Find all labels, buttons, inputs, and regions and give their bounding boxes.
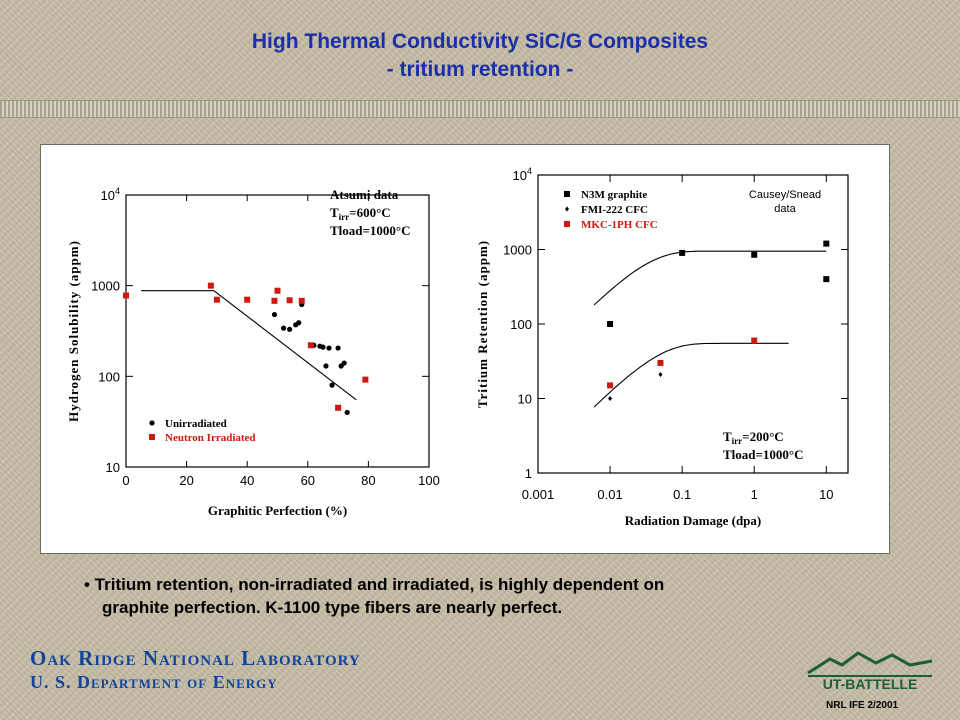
bullet-text: • Tritium retention, non-irradiated and … bbox=[84, 573, 904, 619]
chart1-x-tick-label: 80 bbox=[361, 473, 375, 488]
title-line-1: High Thermal Conductivity SiC/G Composit… bbox=[251, 30, 709, 53]
chart1-point-irradiated bbox=[271, 297, 278, 304]
chart1-y-tick-label: 1000 bbox=[91, 279, 120, 294]
chart2-y-tick-label: 1 bbox=[525, 466, 532, 481]
chart1-legend-label: Neutron Irradiated bbox=[165, 432, 256, 444]
chart2-annotation-source: Causey/Snead bbox=[749, 189, 821, 201]
chart2-point-n3m bbox=[607, 321, 614, 327]
chart1-y-tick-label: 10 bbox=[106, 460, 120, 475]
chart1-fit-line bbox=[141, 290, 357, 401]
chart2-point-n3m bbox=[679, 249, 686, 256]
chart2-fit-curve-upper bbox=[593, 250, 827, 306]
chart1-x-tick-label: 60 bbox=[301, 473, 315, 488]
chart1-y-tick-label: 104 bbox=[101, 186, 120, 203]
org-line-1: Oak Ridge National Laboratory bbox=[30, 646, 361, 670]
chart1-frame bbox=[125, 194, 430, 468]
chart1-point-unirradiated bbox=[344, 409, 350, 416]
slide-title: High Thermal Conductivity SiC/G Composit… bbox=[0, 28, 960, 84]
chart1-point-irradiated bbox=[335, 404, 342, 411]
chart1-legend-label: Unirradiated bbox=[165, 418, 227, 430]
chart1-point-irradiated bbox=[307, 342, 314, 349]
chart1-point-irradiated bbox=[298, 297, 305, 304]
chart1-point-irradiated bbox=[286, 297, 293, 304]
chart2-y-tick-label: 100 bbox=[510, 317, 532, 332]
chart2-legend-label: FMI-222 CFC bbox=[581, 204, 648, 216]
logo-text: UT-BATTELLE bbox=[823, 676, 918, 691]
chart1-point-unirradiated bbox=[271, 311, 278, 318]
title-rule bbox=[0, 100, 960, 118]
chart2-point-fmi222 bbox=[658, 371, 663, 377]
chart-panel: 0 20 40 60 80 100 104 1000 100 10 Graphitic Perfec… bbox=[40, 144, 890, 554]
chart2-x-tick-label: 0.001 bbox=[522, 487, 555, 502]
chart2-legend-marker bbox=[564, 191, 570, 197]
chart1-point-unirradiated bbox=[335, 345, 341, 351]
chart1-point-unirradiated bbox=[323, 363, 329, 369]
chart1-legend-marker bbox=[149, 420, 155, 426]
chart2-point-mkc1ph bbox=[657, 359, 664, 366]
chart2-y-axis-title: Tritium Retention (appm) bbox=[475, 240, 490, 408]
chart1-y-axis-title: Hydrogen Solubility (appm) bbox=[66, 240, 81, 422]
chart2-point-n3m bbox=[751, 251, 758, 258]
chart2-legend-label: MKC-1PH CFC bbox=[581, 219, 658, 231]
chart1-point-unirradiated bbox=[287, 326, 293, 332]
chart2-legend-marker bbox=[565, 206, 569, 212]
chart2-legend-marker bbox=[564, 221, 570, 227]
chart2-point-mkc1ph bbox=[607, 382, 614, 389]
chart1-point-unirradiated bbox=[280, 325, 287, 331]
chart1-legend-marker bbox=[149, 434, 155, 440]
charts-svg: 0 20 40 60 80 100 104 1000 100 10 Graphitic Perfec… bbox=[66, 166, 849, 528]
org-wordmark: Oak Ridge National Laboratory U. S. Depa… bbox=[30, 646, 361, 694]
chart2-x-tick-label: 0.01 bbox=[597, 487, 622, 502]
logo-bar bbox=[808, 675, 932, 677]
chart1-point-irradiated bbox=[207, 282, 214, 289]
chart2-y-tick-label: 10 bbox=[518, 392, 532, 407]
chart1-point-irradiated bbox=[213, 296, 220, 303]
chart2-fit-curve-lower bbox=[593, 342, 789, 408]
chart2-x-tick-label: 0.1 bbox=[673, 487, 691, 502]
bullet-line-1: • Tritium retention, non-irradiated and … bbox=[84, 575, 665, 594]
chart2-annotation-source-2: data bbox=[774, 203, 796, 215]
chart1-x-tick-label: 40 bbox=[240, 473, 254, 488]
footer-tag: NRL IFE 2/2001 bbox=[826, 700, 899, 711]
chart1-point-irradiated bbox=[274, 287, 281, 294]
chart2-x-tick-label: 10 bbox=[819, 487, 833, 502]
chart1-y-tick-label: 100 bbox=[98, 369, 120, 384]
chart2-point-mkc1ph bbox=[751, 337, 758, 344]
chart1-x-tick-label: 100 bbox=[418, 473, 440, 488]
bullet-line-2: graphite perfection. K-1100 type fibers … bbox=[102, 598, 563, 617]
chart1-point-unirradiated bbox=[329, 382, 335, 388]
chart1-point-unirradiated bbox=[296, 320, 302, 326]
chart1-x-tick-label: 0 bbox=[122, 473, 129, 488]
chart2-y-tick-label: 104 bbox=[513, 166, 532, 183]
mountain-icon bbox=[807, 651, 933, 675]
chart1-point-unirradiated bbox=[326, 345, 332, 351]
chart1-annotation-tload: Tload=1000°C bbox=[330, 223, 411, 238]
chart2-y-tick-label: 1000 bbox=[503, 243, 532, 258]
ut-battelle-logo: UT-BATTELLE bbox=[807, 651, 933, 691]
chart1-annotation-title: Atsumi data bbox=[330, 187, 399, 202]
chart1-annotation-tirr: Tirr=600°C bbox=[330, 205, 391, 222]
chart1-point-unirradiated bbox=[341, 360, 347, 366]
chart2-x-tick-label: 1 bbox=[751, 487, 758, 502]
chart2-x-axis-title: Radiation Damage (dpa) bbox=[625, 513, 762, 528]
chart1-x-axis-title: Graphitic Perfection (%) bbox=[208, 503, 347, 518]
chart1-point-irradiated bbox=[123, 292, 129, 299]
chart1-point-irradiated bbox=[362, 376, 369, 383]
chart2-point-n3m bbox=[823, 276, 830, 283]
chart2-legend-label: N3M graphite bbox=[581, 189, 647, 201]
chart2-annotation-tirr: Tirr=200°C bbox=[723, 429, 784, 446]
chart2-annotation-tload: Tload=1000°C bbox=[723, 447, 804, 462]
org-line-2: U. S. Department of Energy bbox=[30, 672, 278, 692]
chart2-point-fmi222 bbox=[608, 396, 613, 401]
title-line-2: - tritium retention - bbox=[386, 58, 574, 81]
chart2-point-n3m bbox=[823, 240, 830, 247]
chart1-x-tick-label: 20 bbox=[179, 473, 193, 488]
chart1-point-unirradiated bbox=[320, 344, 326, 350]
chart1-point-irradiated bbox=[244, 296, 251, 303]
